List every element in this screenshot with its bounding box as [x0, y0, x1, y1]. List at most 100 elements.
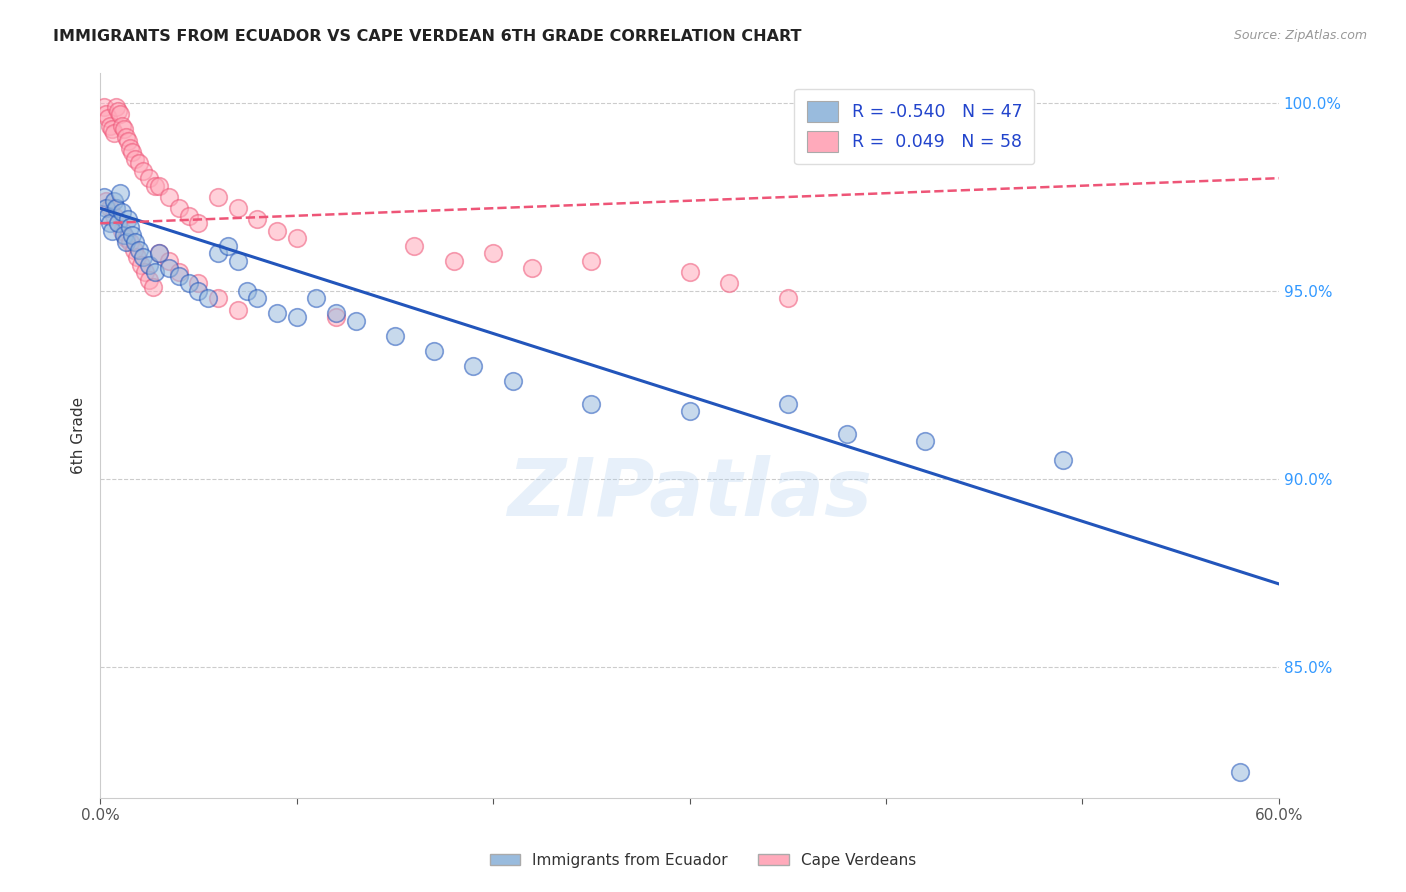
Point: [138, 258, 160, 272]
Point: [124, 153, 146, 167]
Point: [114, 129, 136, 144]
Point: [1052, 453, 1074, 467]
Point: [93, 190, 115, 204]
Point: [134, 265, 156, 279]
Point: [118, 219, 141, 234]
Point: [107, 216, 129, 230]
Point: [285, 231, 308, 245]
Point: [98, 216, 121, 230]
Point: [157, 190, 180, 204]
Point: [1229, 764, 1251, 779]
Point: [118, 141, 141, 155]
Point: [132, 163, 155, 178]
Point: [776, 292, 799, 306]
Point: [112, 122, 135, 136]
Point: [285, 310, 308, 325]
Point: [266, 224, 288, 238]
Point: [148, 246, 170, 260]
Point: [776, 396, 799, 410]
Point: [103, 126, 125, 140]
Point: [112, 227, 135, 242]
Point: [207, 246, 229, 260]
Point: [226, 201, 249, 215]
Point: [103, 209, 125, 223]
Point: [108, 107, 131, 121]
Point: [384, 329, 406, 343]
Point: [107, 216, 129, 230]
Point: [246, 212, 269, 227]
Point: [118, 235, 141, 249]
Point: [717, 277, 740, 291]
Point: [344, 314, 367, 328]
Point: [463, 359, 485, 373]
Point: [914, 434, 936, 449]
Point: [207, 190, 229, 204]
Point: [443, 253, 465, 268]
Point: [98, 119, 121, 133]
Point: [482, 246, 505, 260]
Point: [132, 250, 155, 264]
Point: [148, 178, 170, 193]
Point: [108, 186, 131, 201]
Point: [128, 243, 150, 257]
Point: [207, 292, 229, 306]
Point: [325, 306, 347, 320]
Point: [502, 374, 524, 388]
Point: [114, 231, 136, 245]
Point: [835, 426, 858, 441]
Point: [197, 292, 219, 306]
Point: [148, 246, 170, 260]
Point: [117, 134, 139, 148]
Point: [111, 224, 134, 238]
Point: [187, 284, 209, 298]
Point: [94, 201, 117, 215]
Point: [138, 272, 160, 286]
Point: [581, 396, 603, 410]
Point: [157, 253, 180, 268]
Point: [187, 216, 209, 230]
Point: [121, 145, 143, 159]
Point: [124, 235, 146, 249]
Point: [226, 253, 249, 268]
Text: Source: ZipAtlas.com: Source: ZipAtlas.com: [1233, 29, 1367, 42]
Point: [98, 201, 121, 215]
Point: [101, 224, 124, 238]
Point: [167, 201, 190, 215]
Point: [121, 227, 143, 242]
Point: [104, 201, 127, 215]
Point: [128, 156, 150, 170]
Point: [114, 235, 136, 249]
Point: [94, 194, 117, 208]
Y-axis label: 6th Grade: 6th Grade: [72, 397, 86, 474]
Point: [325, 310, 347, 325]
Point: [167, 265, 190, 279]
Point: [111, 205, 134, 219]
Point: [93, 100, 115, 114]
Point: [423, 343, 446, 358]
Point: [97, 209, 120, 223]
Point: [157, 261, 180, 276]
Point: [167, 268, 190, 283]
Point: [236, 284, 259, 298]
Point: [581, 253, 603, 268]
Text: ZIPatlas: ZIPatlas: [508, 455, 872, 533]
Point: [97, 111, 120, 125]
Point: [266, 306, 288, 320]
Point: [104, 100, 127, 114]
Point: [107, 103, 129, 118]
Point: [101, 122, 124, 136]
Point: [94, 107, 117, 121]
Point: [246, 292, 269, 306]
Point: [131, 258, 153, 272]
Point: [305, 292, 328, 306]
Point: [117, 212, 139, 227]
Point: [177, 277, 200, 291]
Point: [226, 302, 249, 317]
Legend: Immigrants from Ecuador, Cape Verdeans: Immigrants from Ecuador, Cape Verdeans: [484, 847, 922, 873]
Point: [187, 277, 209, 291]
Point: [142, 280, 165, 294]
Point: [122, 243, 145, 257]
Point: [678, 265, 700, 279]
Point: [522, 261, 544, 276]
Point: [143, 265, 166, 279]
